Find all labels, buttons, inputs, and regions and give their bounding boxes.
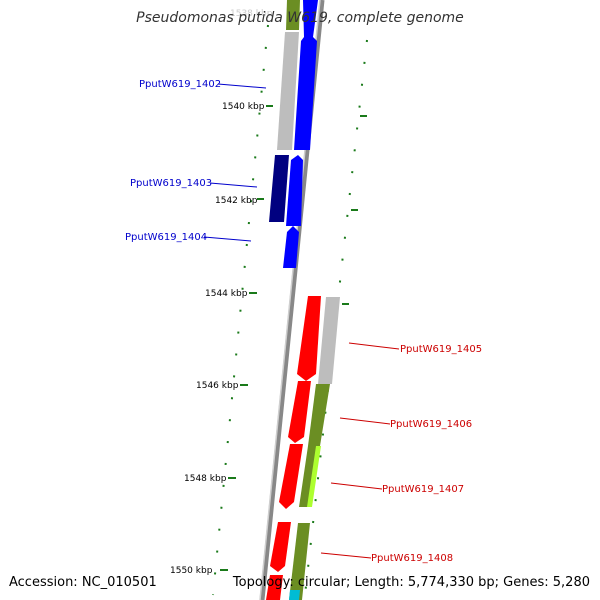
inner-dotted-guide [212,24,269,596]
gene-block-gray-1405 [318,297,340,384]
locus-label-1403[interactable]: PputW619_1403 [130,178,212,189]
reverse-features [266,296,340,600]
topology-text: Topology: circular; Length: 5,774,330 bp… [232,575,590,590]
faded-scale-label: 1538 kbp [230,9,273,19]
gene-block-olive-top [286,0,300,30]
gene-arrow-bottom-red [266,575,283,600]
gene-arrow-1406 [288,381,311,443]
locus-label-1404[interactable]: PputW619_1404 [125,232,207,243]
gene-arrow-1403-dark [269,155,289,222]
leader-1407 [330,482,383,490]
gene-block-gray-1402 [277,32,299,150]
gene-arrow-1404 [283,226,299,268]
forward-features [269,0,318,268]
locus-label-1406[interactable]: PputW619_1406 [390,419,472,430]
leader-1408 [320,552,372,559]
gene-block-olive-1408 [289,523,310,600]
gene-arrow-1403 [286,155,303,226]
locus-label-1407[interactable]: PputW619_1407 [382,484,464,495]
leader-1404 [203,236,252,242]
gene-block-cyan-bottom [289,590,300,600]
locus-label-1408[interactable]: PputW619_1408 [371,553,453,564]
scale-label-1542: 1542 kbp [215,196,258,206]
leader-lines [203,83,400,559]
scale-label-1546: 1546 kbp [196,381,239,391]
gene-arrow-1408 [270,522,291,572]
gene-arrow-1407 [279,444,303,509]
scale-ticks [220,105,367,571]
scale-label-1550: 1550 kbp [170,566,213,576]
map-title: Pseudomonas putida W619, complete genome [136,10,464,26]
gene-block-olive-1407 [299,446,316,507]
accession-text: Accession: NC_010501 [9,575,157,590]
gene-arrow-1402 [294,0,318,150]
gene-arrow-1405 [297,296,321,381]
leader-1405 [348,342,400,350]
scale-label-1540: 1540 kbp [222,102,265,112]
gene-block-olive-1406 [308,384,330,446]
scale-label-1548: 1548 kbp [184,474,227,484]
locus-label-1402[interactable]: PputW619_1402 [139,79,221,90]
scale-label-1544: 1544 kbp [205,289,248,299]
locus-label-1405[interactable]: PputW619_1405 [400,344,482,355]
leader-1406 [339,417,391,425]
leader-1403 [209,182,258,188]
leader-1402 [217,83,267,89]
